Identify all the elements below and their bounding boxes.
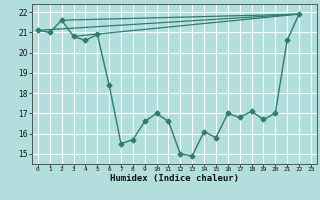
X-axis label: Humidex (Indice chaleur): Humidex (Indice chaleur) xyxy=(110,174,239,183)
